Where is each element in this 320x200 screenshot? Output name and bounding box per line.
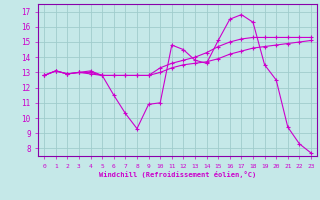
X-axis label: Windchill (Refroidissement éolien,°C): Windchill (Refroidissement éolien,°C) [99, 171, 256, 178]
